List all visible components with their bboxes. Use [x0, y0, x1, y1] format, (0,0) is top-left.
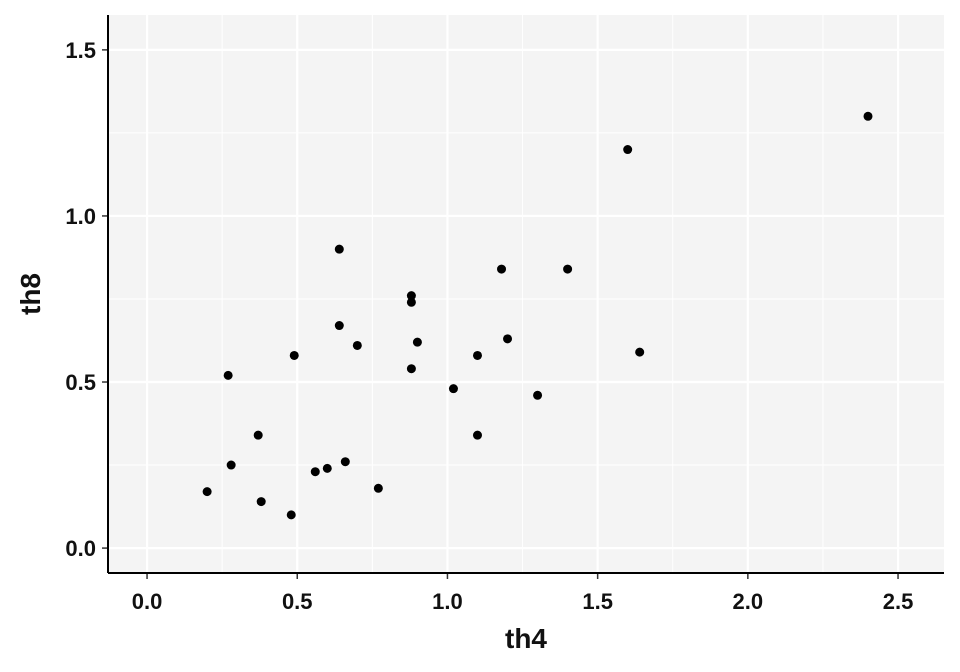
- x-tick-label: 2.0: [733, 589, 764, 614]
- y-tick-label: 1.5: [65, 38, 96, 63]
- point: [202, 487, 212, 497]
- point: [472, 430, 482, 440]
- x-tick-label: 0.5: [282, 589, 313, 614]
- point: [334, 321, 344, 331]
- x-axis-title: th4: [505, 623, 547, 654]
- point: [533, 390, 543, 400]
- y-tick-label: 0.5: [65, 370, 96, 395]
- point: [412, 337, 422, 347]
- point: [286, 510, 296, 520]
- y-tick-label: 1.0: [65, 204, 96, 229]
- point: [406, 291, 416, 301]
- x-tick-label: 0.0: [132, 589, 163, 614]
- point: [563, 264, 573, 274]
- point: [406, 364, 416, 374]
- plot-background: [108, 15, 944, 573]
- point: [253, 430, 263, 440]
- x-tick-label: 1.5: [582, 589, 613, 614]
- point: [373, 483, 383, 493]
- point: [448, 384, 458, 394]
- point: [226, 460, 236, 470]
- x-tick-label: 1.0: [432, 589, 463, 614]
- point: [863, 111, 873, 121]
- point: [256, 497, 266, 507]
- point: [322, 463, 332, 473]
- point: [623, 145, 633, 155]
- point: [310, 467, 320, 477]
- point: [223, 370, 233, 380]
- point: [497, 264, 507, 274]
- y-tick-label: 0.0: [65, 536, 96, 561]
- point: [503, 334, 513, 344]
- point: [334, 244, 344, 254]
- point: [472, 350, 482, 360]
- x-tick-label: 2.5: [883, 589, 914, 614]
- point: [635, 347, 645, 357]
- point: [340, 457, 350, 467]
- point: [289, 350, 299, 360]
- y-axis-title: th8: [15, 273, 46, 315]
- point: [406, 297, 416, 307]
- point: [352, 340, 362, 350]
